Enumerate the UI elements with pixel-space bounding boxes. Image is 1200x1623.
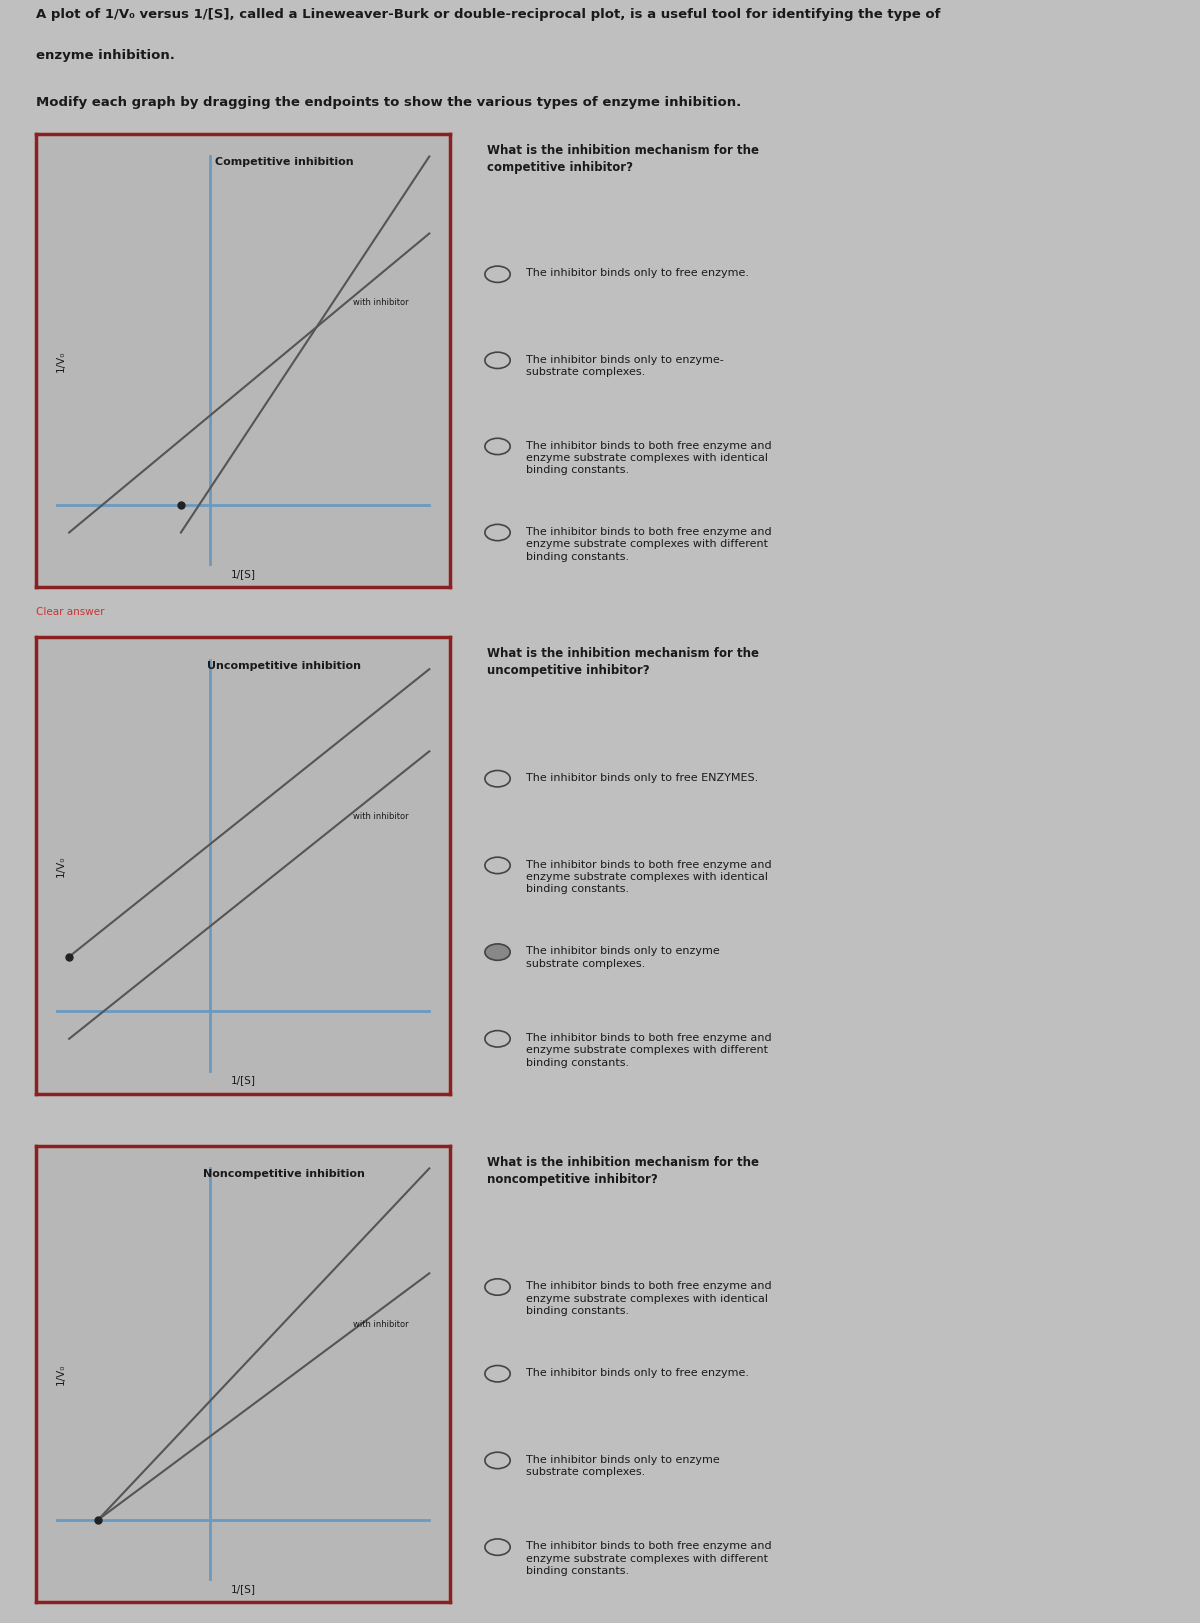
Text: A plot of 1/V₀ versus 1/[S], called a Lineweaver-Burk or double-reciprocal plot,: A plot of 1/V₀ versus 1/[S], called a Li… [36, 8, 941, 21]
Text: Uncompetitive inhibition: Uncompetitive inhibition [208, 661, 361, 670]
Text: What is the inhibition mechanism for the
noncompetitive inhibitor?: What is the inhibition mechanism for the… [487, 1156, 760, 1185]
Text: Competitive inhibition: Competitive inhibition [215, 157, 354, 167]
Text: The inhibitor binds only to enzyme-
substrate complexes.: The inhibitor binds only to enzyme- subs… [526, 354, 724, 377]
Text: with inhibitor: with inhibitor [353, 297, 408, 307]
Text: 1/[S]: 1/[S] [230, 1582, 256, 1592]
Circle shape [485, 945, 510, 961]
Text: 1/V₀: 1/V₀ [56, 351, 66, 372]
Text: The inhibitor binds only to free enzyme.: The inhibitor binds only to free enzyme. [526, 268, 749, 278]
Text: The inhibitor binds to both free enzyme and
enzyme substrate complexes with diff: The inhibitor binds to both free enzyme … [526, 1032, 772, 1066]
Text: 1/V₀: 1/V₀ [56, 855, 66, 876]
Text: The inhibitor binds to both free enzyme and
enzyme substrate complexes with iden: The inhibitor binds to both free enzyme … [526, 1281, 772, 1315]
Text: The inhibitor binds only to free enzyme.: The inhibitor binds only to free enzyme. [526, 1367, 749, 1376]
Text: The inhibitor binds to both free enzyme and
enzyme substrate complexes with diff: The inhibitor binds to both free enzyme … [526, 526, 772, 562]
Text: What is the inhibition mechanism for the
uncompetitive inhibitor?: What is the inhibition mechanism for the… [487, 648, 760, 677]
Text: The inhibitor binds to both free enzyme and
enzyme substrate complexes with diff: The inhibitor binds to both free enzyme … [526, 1540, 772, 1574]
Text: Clear answer: Clear answer [36, 607, 104, 617]
Text: The inhibitor binds to both free enzyme and
enzyme substrate complexes with iden: The inhibitor binds to both free enzyme … [526, 859, 772, 894]
Text: 1/V₀: 1/V₀ [56, 1363, 66, 1384]
Text: with inhibitor: with inhibitor [353, 1319, 408, 1328]
Text: The inhibitor binds only to enzyme
substrate complexes.: The inhibitor binds only to enzyme subst… [526, 946, 719, 967]
Text: with inhibitor: with inhibitor [353, 812, 408, 820]
Text: Modify each graph by dragging the endpoints to show the various types of enzyme : Modify each graph by dragging the endpoi… [36, 96, 742, 109]
Text: enzyme inhibition.: enzyme inhibition. [36, 49, 175, 62]
Text: 1/[S]: 1/[S] [230, 568, 256, 578]
Text: 1/[S]: 1/[S] [230, 1074, 256, 1084]
Text: Noncompetitive inhibition: Noncompetitive inhibition [204, 1169, 365, 1178]
Text: What is the inhibition mechanism for the
competitive inhibitor?: What is the inhibition mechanism for the… [487, 144, 760, 174]
Text: The inhibitor binds only to free ENZYMES.: The inhibitor binds only to free ENZYMES… [526, 773, 758, 782]
Text: The inhibitor binds to both free enzyme and
enzyme substrate complexes with iden: The inhibitor binds to both free enzyme … [526, 440, 772, 476]
Text: The inhibitor binds only to enzyme
substrate complexes.: The inhibitor binds only to enzyme subst… [526, 1454, 719, 1475]
